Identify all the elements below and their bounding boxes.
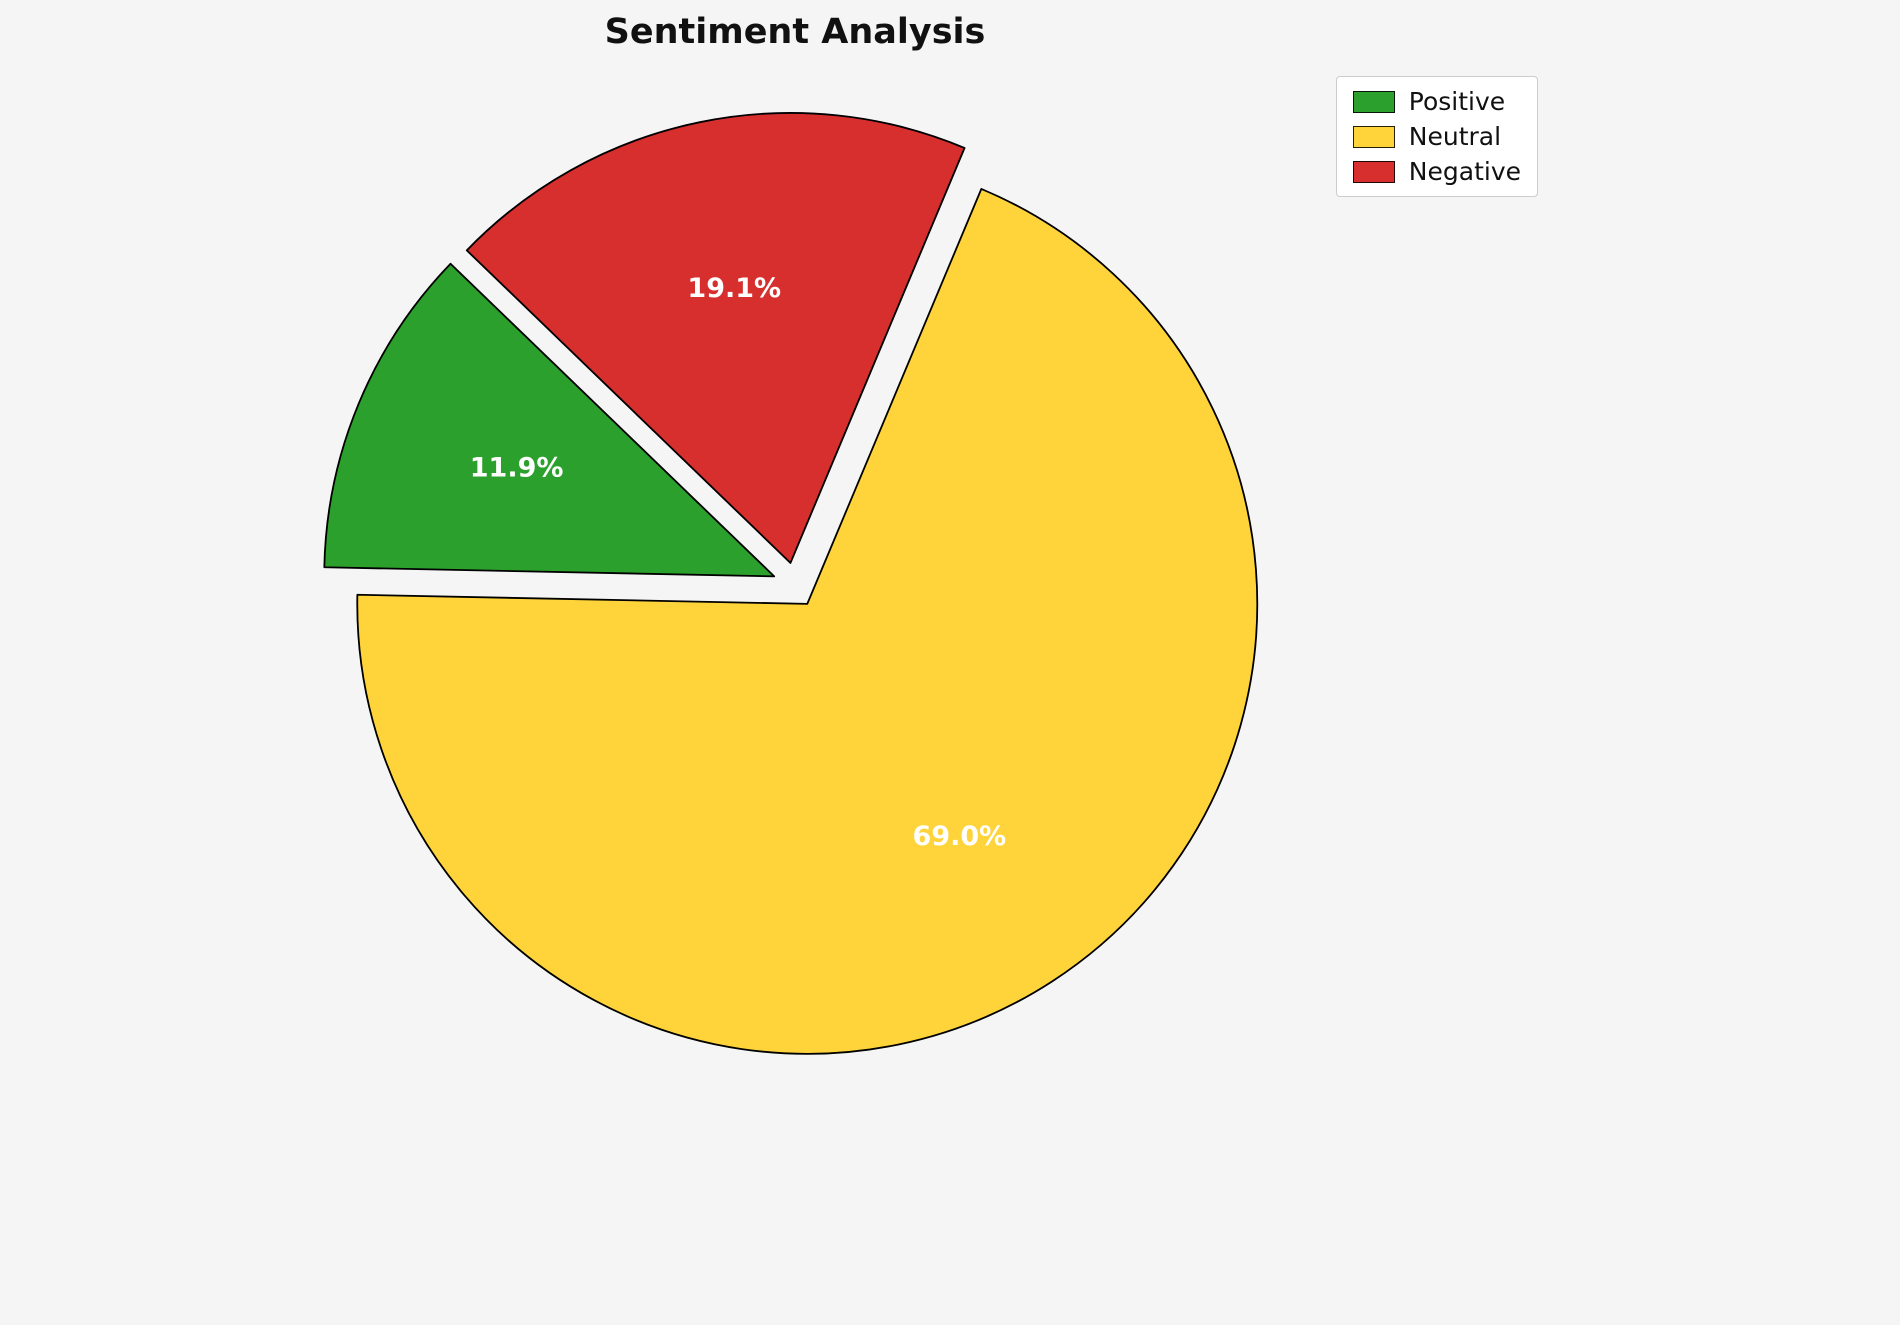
legend-label-negative: Negative	[1408, 157, 1521, 186]
chart-title: Sentiment Analysis	[604, 12, 986, 52]
pct-label-negative: 19.1%	[687, 273, 781, 304]
legend-item-negative: Negative	[1352, 157, 1521, 186]
legend-swatch-positive-icon	[1352, 90, 1395, 113]
legend-label-neutral: Neutral	[1408, 122, 1502, 151]
pct-label-neutral: 69.0%	[913, 821, 1007, 852]
legend-item-neutral: Neutral	[1352, 122, 1521, 151]
legend-swatch-negative-icon	[1352, 160, 1395, 183]
legend-item-positive: Positive	[1352, 87, 1521, 116]
pie-slice-neutral	[356, 188, 1259, 1055]
pie-slice-negative	[465, 112, 966, 564]
legend-swatch-neutral-icon	[1352, 125, 1395, 148]
legend-label-positive: Positive	[1408, 87, 1506, 116]
pct-label-positive: 11.9%	[470, 453, 564, 484]
legend: Positive Neutral Negative	[1335, 76, 1538, 197]
pie-slice-positive	[323, 262, 776, 578]
